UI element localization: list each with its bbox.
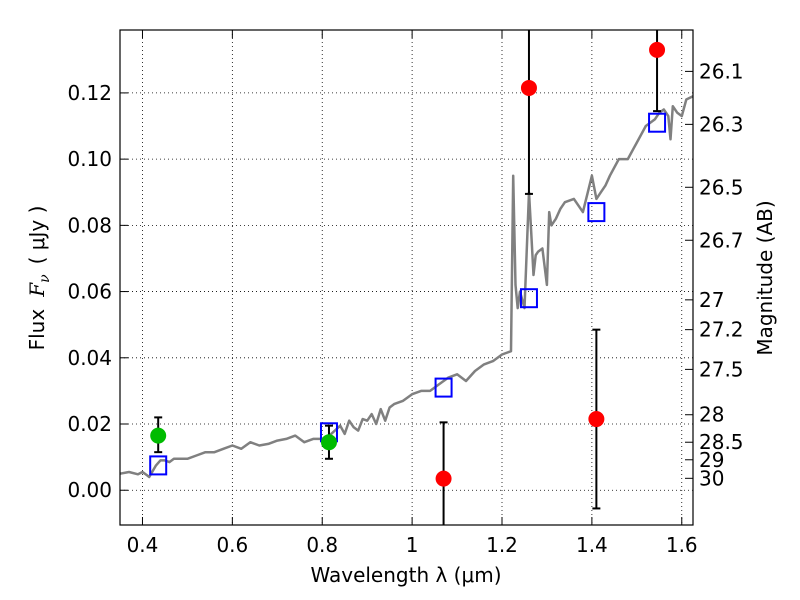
marker-layer xyxy=(149,41,667,487)
observed-point xyxy=(320,434,337,451)
model-square-point xyxy=(587,202,606,223)
model-square-point xyxy=(149,455,168,476)
observed-point xyxy=(150,427,167,444)
y-tick-label: 0.04 xyxy=(67,346,112,370)
right-tick-label: 28 xyxy=(699,403,724,427)
spectrum-layer xyxy=(119,95,694,479)
x-axis-label: Wavelength λ (μm) xyxy=(310,563,501,587)
observed-point xyxy=(435,470,452,487)
right-tick-label: 28.5 xyxy=(699,430,744,454)
right-tick-label: 30 xyxy=(699,466,724,490)
grid-lines xyxy=(120,30,693,525)
y-tick-label: 0.10 xyxy=(67,147,112,171)
model-square-point xyxy=(434,377,453,398)
errorbar-layer xyxy=(154,30,662,525)
observed-point xyxy=(588,411,605,428)
y-tick-label: 0.02 xyxy=(67,412,112,436)
observed-point xyxy=(520,79,537,96)
x-tick-label: 1.2 xyxy=(486,533,518,557)
y-tick-label: 0.08 xyxy=(67,213,112,237)
y-axis-label-prefix: Flux xyxy=(25,309,49,351)
right-tick-label: 27 xyxy=(699,288,724,312)
y-tick-label: 0.00 xyxy=(67,478,112,502)
x-tick-label: 1.4 xyxy=(576,533,608,557)
spectrum-line xyxy=(119,95,694,479)
y-tick-label: 0.12 xyxy=(67,81,112,105)
y-axis-label-unit: ( μJy ) xyxy=(25,206,49,265)
ticks-layer: 0.4 0.6 0.8 1 1.2 1.4 1.6 0.00 0.02 0.04 0.06 0.08 0… xyxy=(67,30,744,557)
right-tick-label: 26.3 xyxy=(699,112,744,136)
x-tick-label: 0.6 xyxy=(216,533,248,557)
x-tick-label: 0.8 xyxy=(306,533,338,557)
right-tick-label: 26.1 xyxy=(699,59,744,83)
right-tick-label: 26.5 xyxy=(699,175,744,199)
right-tick-label: 29 xyxy=(699,448,724,472)
x-tick-label: 1 xyxy=(406,533,419,557)
right-tick-label: 27.5 xyxy=(699,357,744,381)
y-axis-label-subscript: ν xyxy=(37,274,53,283)
plot-frame xyxy=(119,29,694,526)
y-axis-label-left: Flux Fν ( μJy ) xyxy=(25,206,53,351)
x-tick-label: 1.6 xyxy=(666,533,698,557)
y-tick-label: 0.06 xyxy=(67,280,112,304)
observed-point xyxy=(649,41,666,58)
y-axis-label-right: Magnitude (AB) xyxy=(753,200,777,355)
y-axis-label-symbol: F xyxy=(25,282,49,298)
model-square-point xyxy=(648,112,667,133)
x-tick-label: 0.4 xyxy=(127,533,159,557)
right-tick-label: 27.2 xyxy=(699,318,744,342)
right-tick-label: 26.7 xyxy=(699,228,744,252)
model-square-point xyxy=(519,288,538,309)
